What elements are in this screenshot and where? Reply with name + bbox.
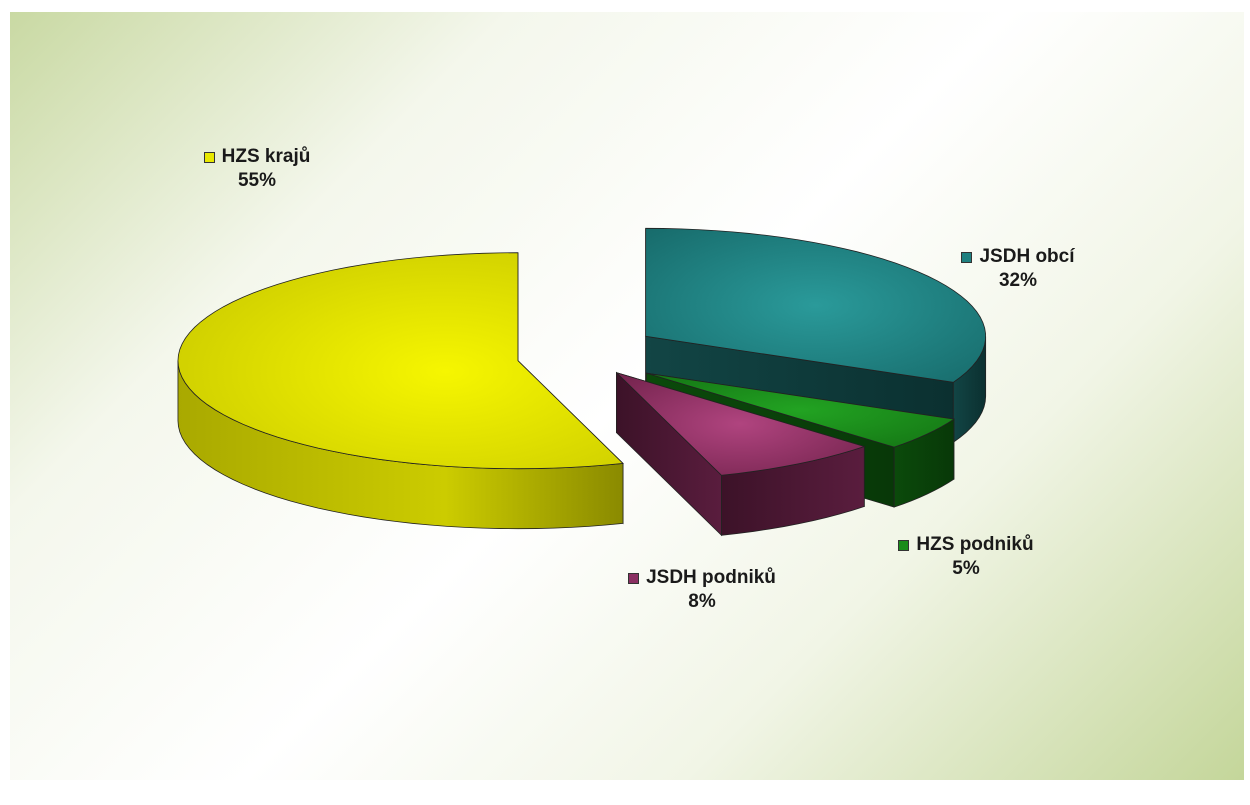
- slice-top: [645, 227, 986, 383]
- slice-percent: 32%: [998, 270, 1038, 291]
- slice-top: [177, 252, 624, 470]
- slice-hzs-kraju: [177, 252, 624, 530]
- slice-top: [646, 372, 956, 448]
- pie-chart: [177, 227, 987, 537]
- slice-label-jsdh-obci: JSDH obcí 32%: [943, 245, 1093, 293]
- legend-swatch-green: [898, 539, 910, 551]
- legend-swatch-teal: [961, 251, 973, 263]
- slice-label-jsdh-podniku: JSDH podniků 8%: [602, 566, 802, 614]
- legend-swatch-purple: [628, 572, 640, 584]
- slice-name: HZS krajů: [221, 146, 311, 167]
- slice-percent: 55%: [237, 170, 277, 191]
- slice-percent: 5%: [952, 558, 980, 579]
- slice-name: JSDH podniků: [646, 567, 776, 588]
- slice-label-hzs-podniku: HZS podniků 5%: [876, 533, 1056, 581]
- slice-percent: 8%: [688, 591, 716, 612]
- slice-jsdh-podniku: [616, 371, 866, 537]
- slice-top: [616, 372, 866, 476]
- slice-label-hzs-kraju: HZS krajů 55%: [182, 145, 332, 193]
- slice-name: JSDH obcí: [979, 246, 1075, 267]
- chart-area: HZS krajů 55% JSDH obcí 32% HZS podniků …: [10, 12, 1244, 780]
- legend-swatch-yellow: [203, 151, 215, 163]
- slice-name: HZS podniků: [916, 534, 1034, 555]
